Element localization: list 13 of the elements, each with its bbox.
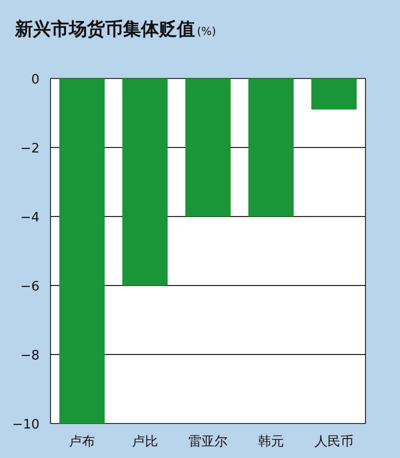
y-tick-label: −2 (20, 142, 40, 156)
y-tick-label: −6 (20, 280, 40, 294)
y-axis-title: (%) (197, 25, 216, 38)
y-tick-label: −10 (12, 418, 40, 432)
y-tick-label: 0 (31, 72, 40, 88)
x-tick-label: 雷亚尔 (188, 434, 228, 450)
y-tick-label: −8 (20, 348, 40, 364)
chart-title: 新兴市场货币集体贬值 (15, 19, 195, 40)
y-tick-label: −4 (20, 210, 40, 226)
x-tick-label: 卢布 (69, 434, 95, 450)
x-tick-label: 人民币 (314, 434, 354, 450)
x-tick-label: 卢比 (132, 434, 158, 450)
x-tick-label: 韩元 (258, 434, 284, 450)
